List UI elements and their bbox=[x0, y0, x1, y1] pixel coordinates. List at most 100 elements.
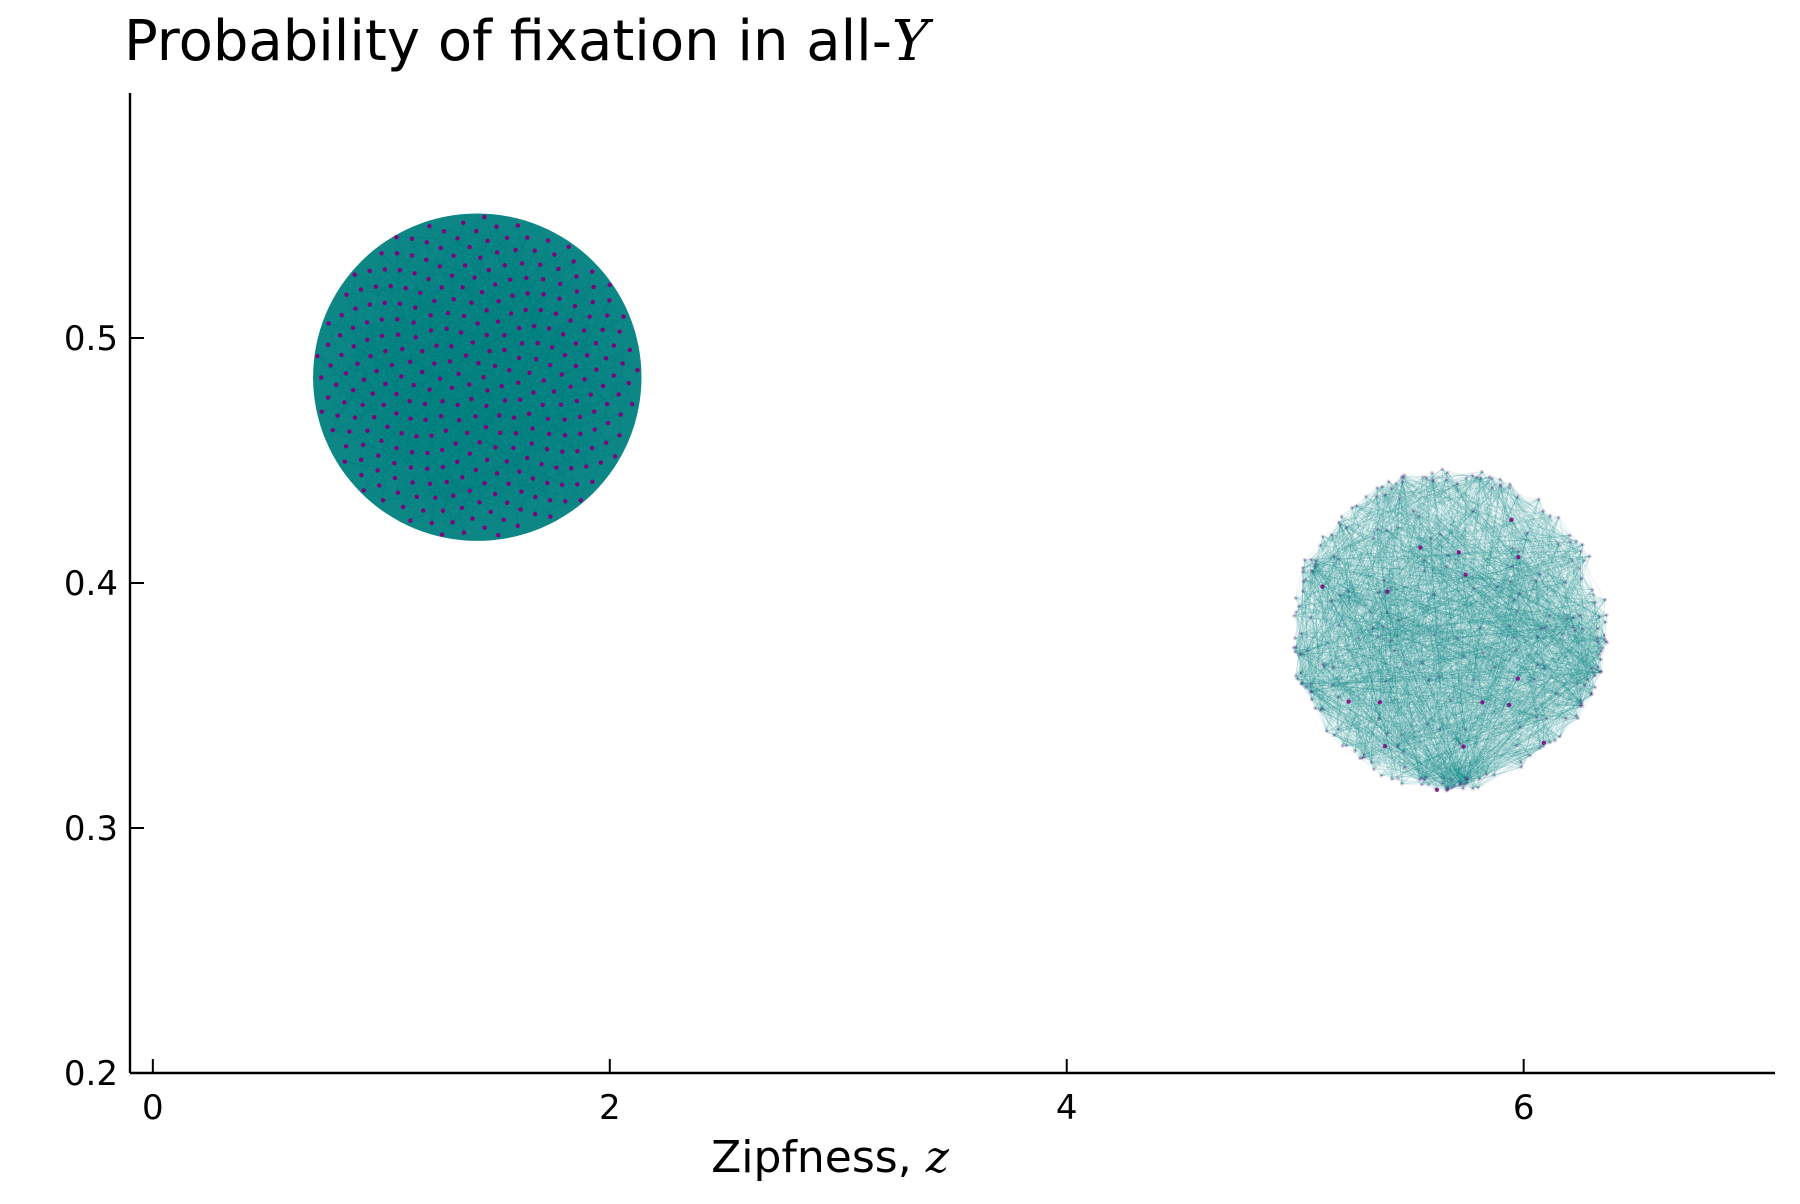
node-point bbox=[496, 299, 500, 303]
node-point bbox=[368, 354, 372, 358]
node-point bbox=[503, 398, 507, 402]
node-point bbox=[1604, 598, 1608, 602]
node-point bbox=[392, 461, 396, 465]
node-point bbox=[1576, 682, 1580, 686]
node-point bbox=[1400, 479, 1404, 483]
node-point bbox=[1400, 782, 1404, 786]
node-point bbox=[1517, 549, 1521, 553]
node-point bbox=[1594, 674, 1598, 678]
node-point bbox=[403, 286, 407, 290]
node-point bbox=[1383, 744, 1387, 748]
node-point bbox=[433, 496, 437, 500]
node-point bbox=[592, 427, 596, 431]
node-point bbox=[579, 498, 583, 502]
node-point bbox=[558, 282, 562, 286]
node-point bbox=[413, 305, 417, 309]
node-point bbox=[1439, 532, 1443, 536]
node-point bbox=[505, 501, 509, 505]
node-point bbox=[427, 388, 431, 392]
node-point bbox=[1372, 768, 1376, 772]
node-point bbox=[383, 382, 387, 386]
node-point bbox=[478, 255, 482, 259]
node-point bbox=[440, 532, 444, 536]
node-point bbox=[1508, 482, 1512, 486]
node-point bbox=[1344, 526, 1348, 530]
node-point bbox=[1305, 649, 1309, 653]
node-point bbox=[1485, 773, 1489, 777]
node-point bbox=[1583, 684, 1587, 688]
node-point bbox=[1579, 614, 1583, 618]
node-point bbox=[469, 397, 473, 401]
node-point bbox=[1586, 678, 1590, 682]
node-point bbox=[432, 299, 436, 303]
node-point bbox=[1329, 599, 1333, 603]
node-point bbox=[1298, 671, 1302, 675]
node-point bbox=[1564, 581, 1568, 585]
node-point bbox=[520, 341, 524, 345]
node-point bbox=[1507, 703, 1511, 707]
node-point bbox=[1336, 728, 1340, 732]
node-point bbox=[1310, 690, 1314, 694]
node-point bbox=[1478, 626, 1482, 630]
node-point bbox=[1599, 658, 1603, 662]
node-point bbox=[1394, 481, 1398, 485]
node-point bbox=[1318, 708, 1322, 712]
node-point bbox=[395, 251, 399, 255]
node-point bbox=[575, 482, 579, 486]
node-point bbox=[1518, 726, 1522, 730]
node-point bbox=[1569, 540, 1573, 544]
node-point bbox=[411, 383, 415, 387]
node-point bbox=[442, 229, 446, 233]
node-point bbox=[1545, 717, 1549, 721]
node-point bbox=[1516, 555, 1520, 559]
node-point bbox=[1598, 653, 1602, 657]
node-point bbox=[343, 459, 347, 463]
node-point bbox=[394, 411, 398, 415]
node-point bbox=[550, 345, 554, 349]
node-point bbox=[410, 450, 414, 454]
node-point bbox=[376, 453, 380, 457]
node-point bbox=[1380, 485, 1384, 489]
node-point bbox=[412, 271, 416, 275]
node-point bbox=[541, 292, 545, 296]
node-point bbox=[606, 421, 610, 425]
node-point bbox=[446, 311, 450, 315]
node-point bbox=[1338, 593, 1342, 597]
node-point bbox=[1572, 615, 1576, 619]
node-point bbox=[1450, 786, 1454, 790]
node-point bbox=[575, 399, 579, 403]
x-tick-label: 2 bbox=[599, 1088, 621, 1128]
node-point bbox=[1357, 636, 1361, 640]
node-point bbox=[1331, 684, 1335, 688]
y-tick-label: 0.3 bbox=[64, 809, 118, 849]
node-point bbox=[414, 434, 418, 438]
node-point bbox=[368, 269, 372, 273]
node-point bbox=[477, 500, 481, 504]
node-point bbox=[480, 290, 484, 294]
node-point bbox=[420, 349, 424, 353]
node-point bbox=[524, 308, 528, 312]
node-point bbox=[516, 524, 520, 528]
node-point bbox=[449, 344, 453, 348]
node-point bbox=[1499, 477, 1503, 481]
node-point bbox=[326, 395, 330, 399]
node-point bbox=[1385, 590, 1389, 594]
node-point bbox=[351, 388, 355, 392]
node-point bbox=[1600, 670, 1604, 674]
node-point bbox=[1383, 493, 1387, 497]
node-point bbox=[377, 483, 381, 487]
node-point bbox=[425, 451, 429, 455]
node-point bbox=[525, 235, 529, 239]
node-point bbox=[1378, 700, 1382, 704]
node-point bbox=[630, 402, 634, 406]
node-point bbox=[1412, 509, 1416, 513]
node-point bbox=[1338, 523, 1342, 527]
node-point bbox=[1309, 558, 1313, 562]
node-point bbox=[1511, 546, 1515, 550]
node-point bbox=[1526, 531, 1530, 535]
node-point bbox=[1491, 486, 1495, 490]
node-point bbox=[591, 285, 595, 289]
node-point bbox=[467, 245, 471, 249]
node-point bbox=[599, 460, 603, 464]
node-point bbox=[1403, 766, 1407, 770]
